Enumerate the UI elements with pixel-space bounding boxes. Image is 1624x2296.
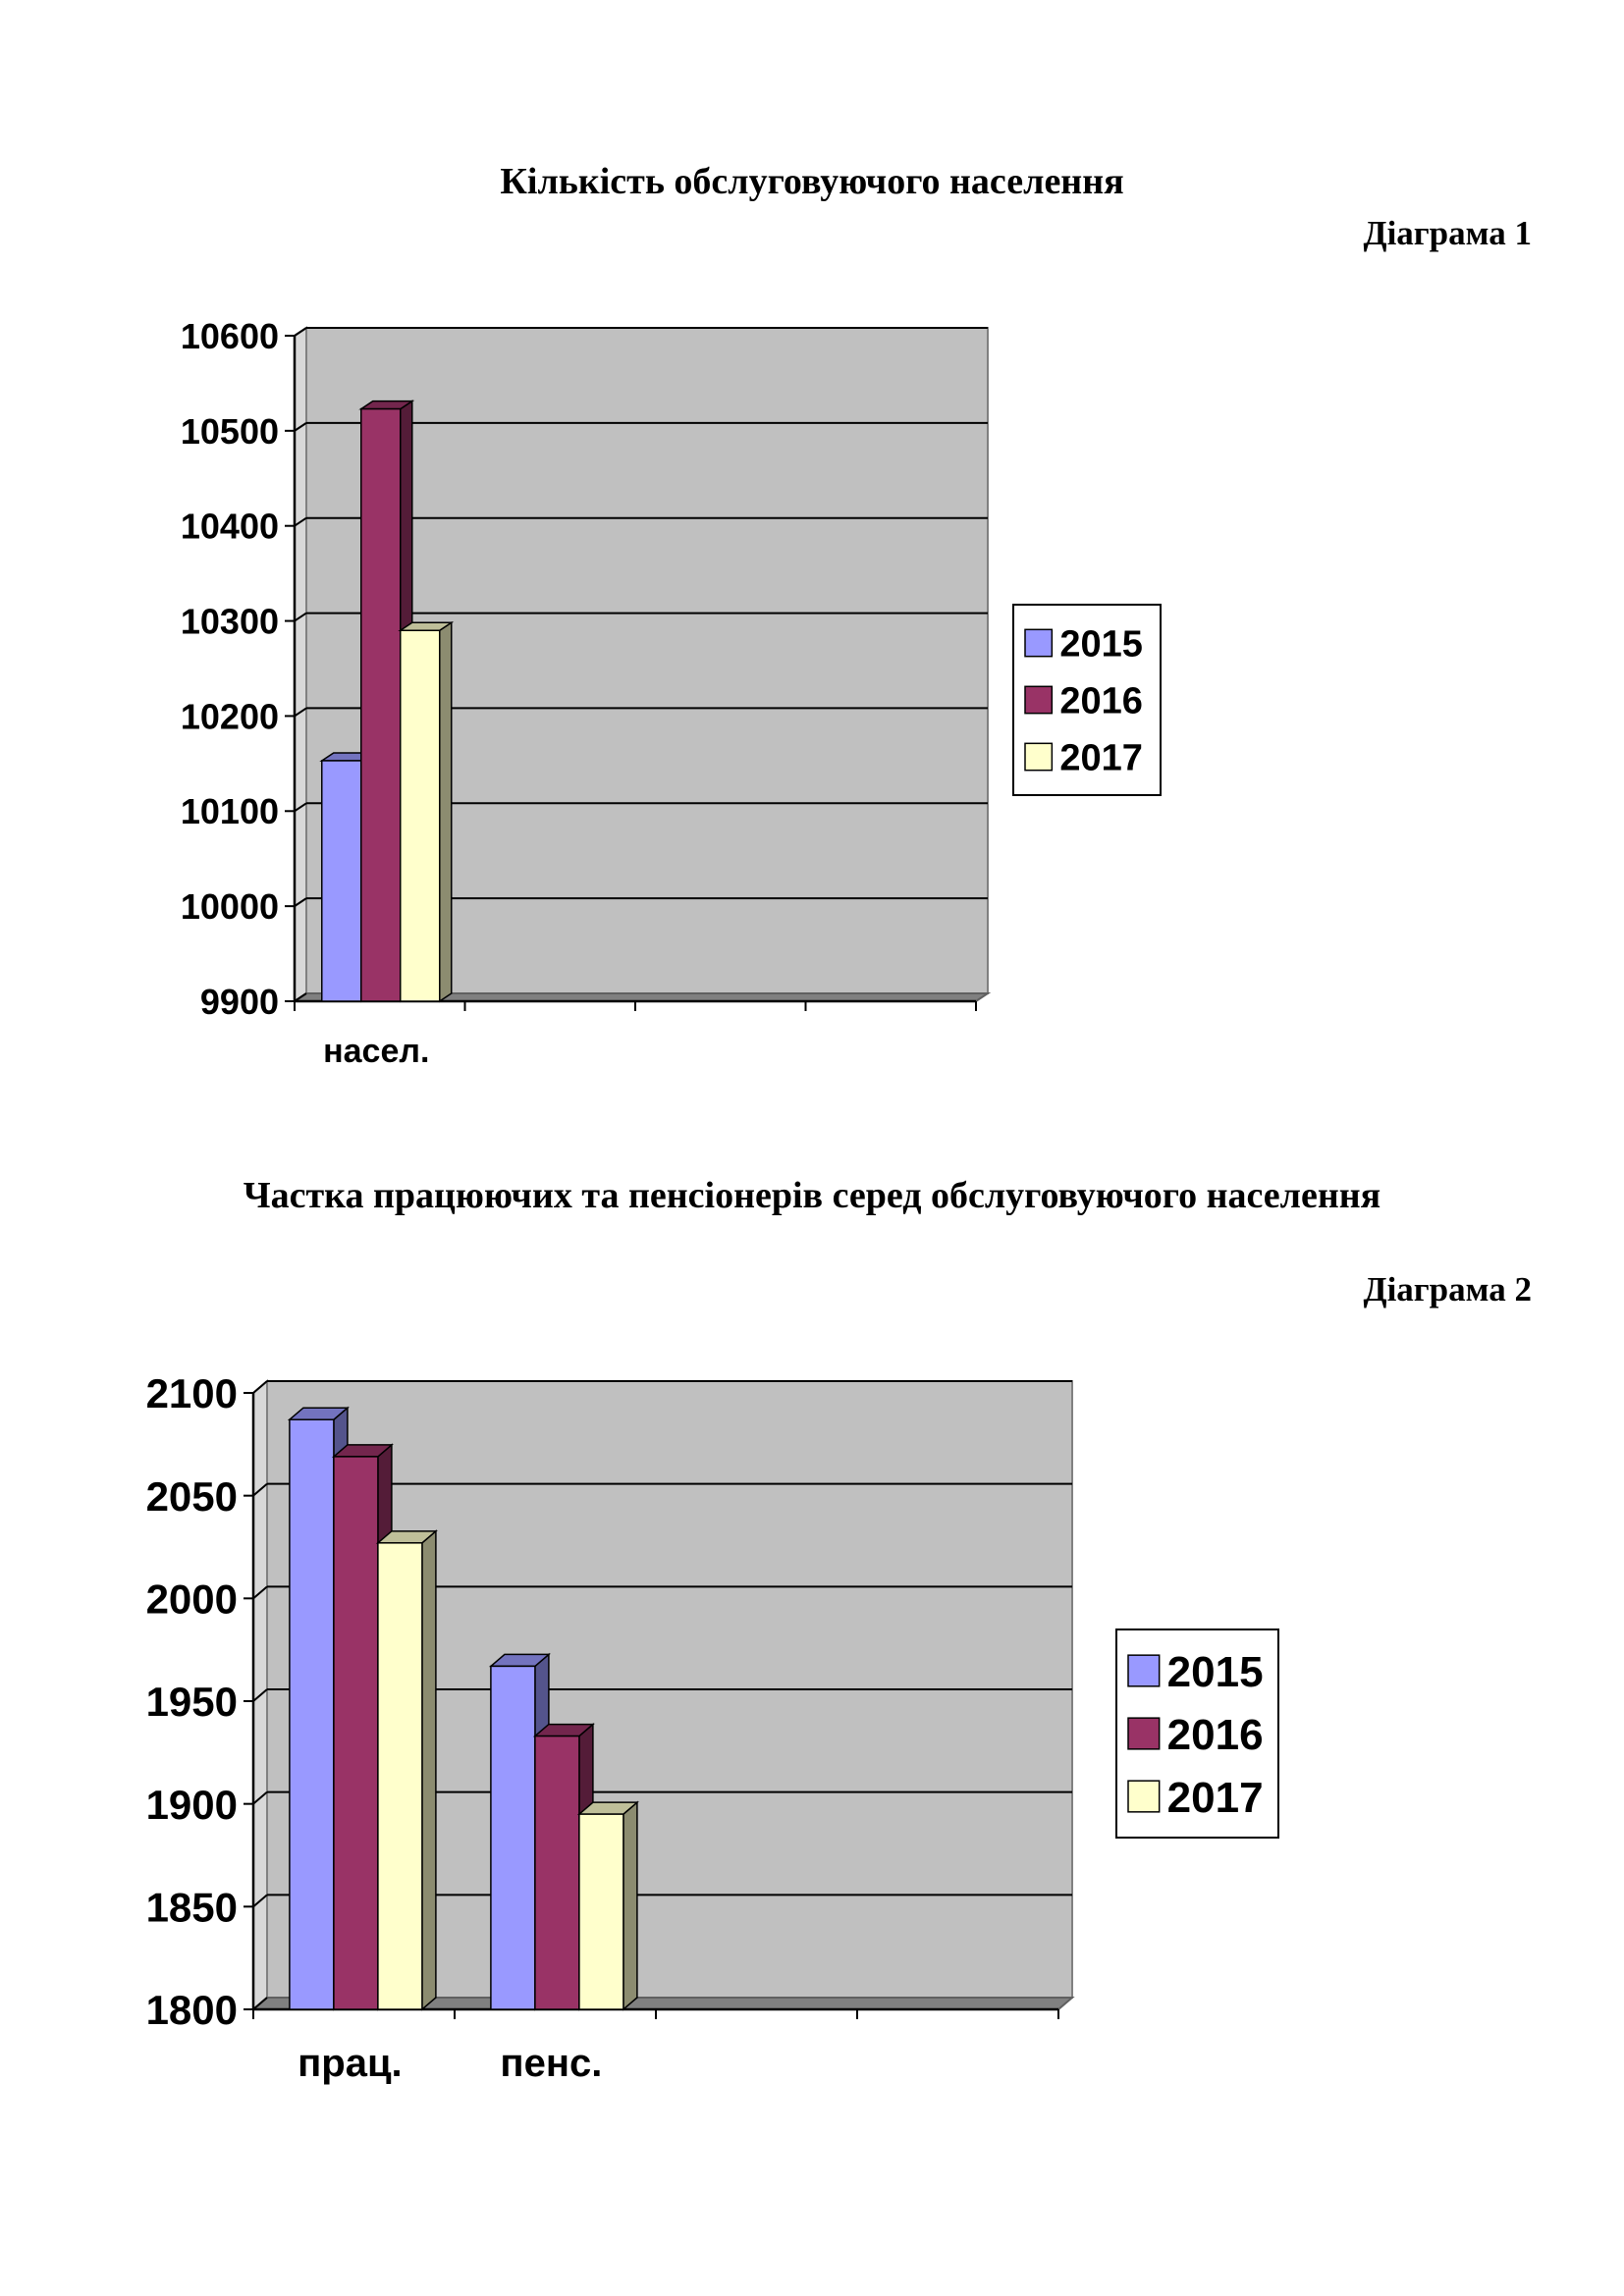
- bar-side-face: [623, 1800, 638, 2011]
- legend-swatch-2016: [1127, 1717, 1161, 1750]
- legend-swatch-2015: [1024, 628, 1054, 658]
- chart-1-gridline-side: [294, 422, 307, 432]
- chart-1-y-tick-label: 10400: [181, 507, 279, 547]
- chart-1-gridline-side: [294, 992, 307, 1002]
- chart-2-y-tick-label: 2100: [146, 1370, 238, 1416]
- chart-2-y-tick-label: 1850: [146, 1884, 238, 1930]
- chart-1-y-tick-label: 10100: [181, 791, 279, 831]
- chart-2-title: Частка працюючих та пенсіонерів серед об…: [243, 1175, 1381, 1216]
- chart-2-gridline-side: [252, 1585, 268, 1600]
- chart-2: 1800 1850 1900 1950 2000 2050 2100 прац. пенс. 20…: [146, 1370, 1279, 2085]
- chart-2-gridline-side: [252, 1790, 268, 1805]
- bar-front-face: [578, 1813, 624, 2010]
- chart-2-gridline-side: [252, 1894, 268, 1908]
- chart-1-gridline-side: [294, 327, 307, 337]
- bar-front-face: [490, 1665, 536, 2010]
- chart-2-gridline-side: [252, 1482, 268, 1497]
- chart-2-gridline-side: [252, 1380, 268, 1394]
- diagram-1-label: Діаграма 1: [1363, 214, 1532, 252]
- legend-label-2017: 2017: [1059, 738, 1143, 779]
- bar-front-face: [377, 1542, 423, 2010]
- chart-1-gridline-side: [294, 516, 307, 527]
- chart-2-gridline-side: [252, 1997, 268, 2010]
- chart-1-category-label: насел.: [323, 1033, 429, 1070]
- legend-swatch-2015: [1127, 1654, 1161, 1687]
- diagram-2-label: Діаграма 2: [1363, 1270, 1532, 1308]
- chart-2-y-tick-label: 1800: [146, 1987, 238, 2033]
- chart-1-title: Кількість обслуговуючого населення: [500, 161, 1124, 202]
- chart-2-legend: 2015 2016 2017: [1115, 1629, 1279, 1839]
- legend-swatch-2017: [1024, 742, 1054, 772]
- legend-label-2016: 2016: [1167, 1711, 1264, 1759]
- legend-label-2017: 2017: [1167, 1774, 1264, 1822]
- legend-swatch-2017: [1127, 1780, 1161, 1813]
- bar-side-face: [421, 1529, 437, 2011]
- legend-swatch-2016: [1024, 685, 1054, 715]
- bar-front-face: [289, 1418, 335, 2010]
- chart-1-y-tick-label: 10600: [181, 316, 279, 356]
- chart-2-y-tick-label: 2050: [146, 1473, 238, 1520]
- bar-front-face: [333, 1456, 379, 2010]
- chart-2-bar-2017-1: [576, 1800, 639, 2011]
- legend-label-2015: 2015: [1167, 1648, 1264, 1696]
- bar-front-face: [321, 760, 362, 1002]
- legend-label-2016: 2016: [1059, 681, 1143, 722]
- chart-1-bar-2017-0: [398, 620, 455, 1003]
- chart-2-y-tick-label: 1950: [146, 1679, 238, 1725]
- chart-2-y-tick-label: 1900: [146, 1782, 238, 1828]
- chart-1-legend: 2015 2016 2017: [1012, 604, 1162, 796]
- bar-front-face: [534, 1735, 580, 2010]
- bar-side-face: [439, 620, 453, 1003]
- chart-1-y-tick-label: 9900: [200, 982, 279, 1022]
- chart-1-y-tick-label: 10000: [181, 886, 279, 927]
- legend-label-2015: 2015: [1059, 624, 1143, 666]
- bar-front-face: [400, 629, 441, 1002]
- chart-2-gridline-side: [252, 1688, 268, 1702]
- chart-1-y-tick-label: 10200: [181, 696, 279, 736]
- chart-1: 9900 10000 10100 10200 10300 10400 10500 10600 н…: [181, 316, 1162, 1070]
- chart-1-gridline-side: [294, 802, 307, 813]
- chart-2-bar-2017-0: [375, 1529, 438, 2011]
- chart-2-category-label: прац.: [298, 2042, 403, 2085]
- chart-1-gridline-side: [294, 897, 307, 907]
- chart-1-gridline-side: [294, 707, 307, 718]
- bar-front-face: [360, 407, 402, 1002]
- chart-1-y-tick-label: 10500: [181, 411, 279, 452]
- chart-2-category-label: пенс.: [500, 2042, 602, 2085]
- chart-2-y-tick-label: 2000: [146, 1575, 238, 1622]
- chart-1-gridline-side: [294, 612, 307, 622]
- chart-1-y-tick-label: 10300: [181, 602, 279, 642]
